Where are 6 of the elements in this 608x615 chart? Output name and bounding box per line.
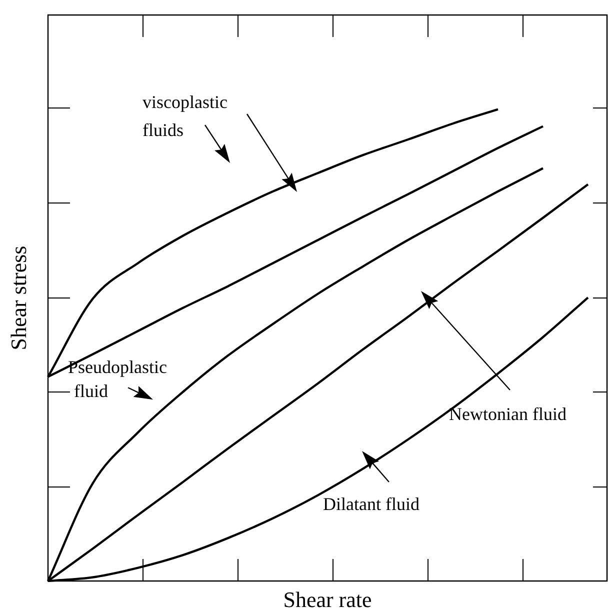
y-axis-title: Shear stress xyxy=(6,246,31,350)
x-axis-title: Shear rate xyxy=(283,587,372,612)
annotation: Newtonian fluid xyxy=(449,404,566,424)
annotation: Dilatant fluid xyxy=(323,494,420,514)
annotation: viscoplastic fluids xyxy=(142,92,228,140)
annotation: Pseudoplastic fluid xyxy=(68,357,167,401)
